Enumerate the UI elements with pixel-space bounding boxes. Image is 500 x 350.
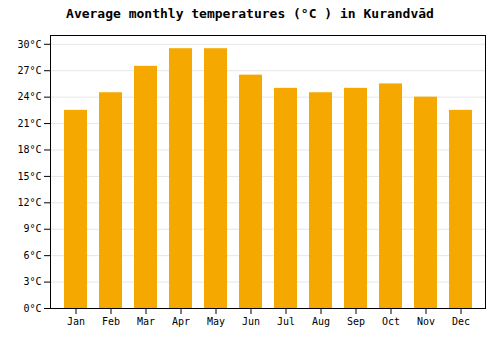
svg-text:21°C: 21°C bbox=[17, 118, 41, 129]
svg-text:Jul: Jul bbox=[277, 316, 295, 327]
svg-text:Nov: Nov bbox=[417, 316, 435, 327]
svg-text:0°C: 0°C bbox=[23, 303, 41, 314]
svg-text:Jun: Jun bbox=[242, 316, 260, 327]
svg-text:Mar: Mar bbox=[137, 316, 155, 327]
svg-text:6°C: 6°C bbox=[23, 250, 41, 261]
svg-text:24°C: 24°C bbox=[17, 91, 41, 102]
svg-text:Oct: Oct bbox=[382, 316, 400, 327]
svg-text:Feb: Feb bbox=[102, 316, 120, 327]
svg-text:15°C: 15°C bbox=[17, 171, 41, 182]
svg-text:27°C: 27°C bbox=[17, 65, 41, 76]
svg-text:Apr: Apr bbox=[172, 316, 190, 327]
svg-text:May: May bbox=[207, 316, 225, 327]
html-text:Average monthly temperatures (: Average monthly temperatures (°C ) in Ku… bbox=[66, 6, 434, 21]
svg-text:3°C: 3°C bbox=[23, 276, 41, 287]
svg-text:30°C: 30°C bbox=[17, 39, 41, 50]
svg-text:Aug: Aug bbox=[312, 316, 330, 327]
svg-text:12°C: 12°C bbox=[17, 197, 41, 208]
svg-text:Dec: Dec bbox=[452, 316, 470, 327]
svg-text:18°C: 18°C bbox=[17, 144, 41, 155]
svg-text:Jan: Jan bbox=[67, 316, 85, 327]
svg-text:9°C: 9°C bbox=[23, 223, 41, 234]
svg-text:Sep: Sep bbox=[347, 316, 365, 327]
